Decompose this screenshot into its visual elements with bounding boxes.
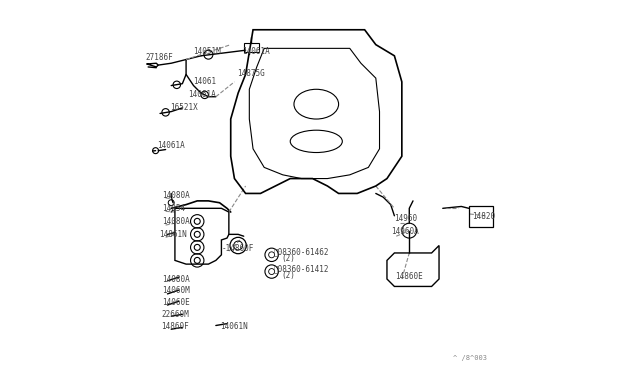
Text: 14860F: 14860F: [161, 322, 189, 331]
Text: (2): (2): [281, 271, 295, 280]
Text: 14060E: 14060E: [162, 298, 189, 307]
Text: 14060M: 14060M: [162, 286, 189, 295]
Text: 14061A: 14061A: [157, 141, 185, 150]
Text: (2): (2): [281, 254, 295, 263]
Bar: [468, 206, 493, 227]
Text: Ⓢ08360-61412: Ⓢ08360-61412: [273, 264, 329, 273]
Text: ^ /8^003: ^ /8^003: [453, 355, 488, 361]
Text: 16521X: 16521X: [170, 103, 198, 112]
Text: 14875G: 14875G: [237, 69, 265, 78]
Text: 27186F: 27186F: [145, 53, 173, 62]
Text: 14061: 14061: [193, 77, 216, 86]
Text: 14080A: 14080A: [162, 217, 189, 226]
Text: 14861N: 14861N: [159, 230, 187, 239]
Text: 14960A: 14960A: [390, 227, 419, 236]
Text: 14061N: 14061N: [220, 322, 248, 331]
Text: 14080A: 14080A: [162, 275, 189, 283]
Text: Ⓢ08360-61462: Ⓢ08360-61462: [273, 248, 329, 257]
Text: 14960: 14960: [394, 214, 417, 223]
Text: 14080A: 14080A: [162, 191, 189, 200]
Text: 14860E: 14860E: [396, 272, 423, 280]
Text: 14054: 14054: [162, 204, 185, 213]
Text: 14051M: 14051M: [193, 47, 221, 56]
Text: 14820: 14820: [472, 212, 495, 221]
Text: -14860F: -14860F: [221, 244, 254, 253]
Text: 22660M: 22660M: [162, 310, 189, 319]
Text: 14061A: 14061A: [242, 47, 269, 56]
Bar: [244, 43, 259, 52]
Text: 14061A: 14061A: [188, 90, 216, 99]
